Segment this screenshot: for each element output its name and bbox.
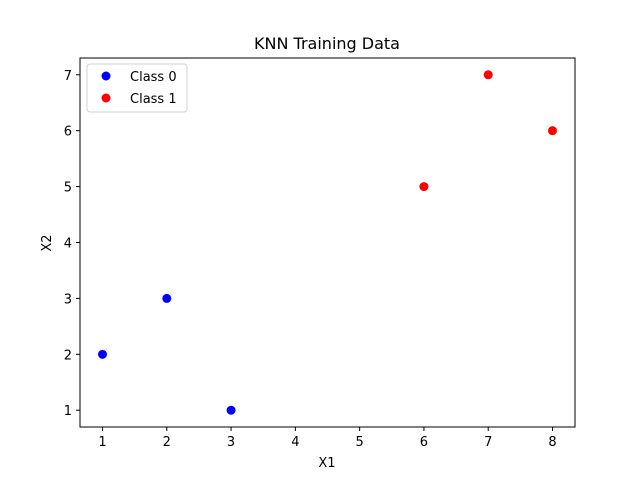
y-tick-label: 6 bbox=[64, 125, 72, 140]
legend-label: Class 1 bbox=[130, 92, 177, 107]
y-tick-label: 3 bbox=[64, 292, 72, 307]
legend-box bbox=[86, 63, 188, 113]
x-tick-label: 8 bbox=[548, 435, 556, 450]
y-tick-label: 1 bbox=[64, 404, 72, 419]
data-point bbox=[226, 405, 236, 415]
x-tick-label: 7 bbox=[484, 435, 492, 450]
y-tick-label: 7 bbox=[64, 69, 72, 84]
data-point bbox=[98, 349, 107, 359]
legend-label: Class 0 bbox=[130, 70, 177, 85]
data-point bbox=[162, 293, 172, 303]
data-point bbox=[419, 182, 429, 192]
x-tick-label: 6 bbox=[420, 435, 428, 450]
x-axis: 1 2 3 4 5 6 7 8 bbox=[98, 427, 557, 450]
legend-marker bbox=[101, 71, 111, 81]
data-point bbox=[548, 126, 557, 136]
x-tick-label: 2 bbox=[163, 435, 171, 450]
plot-area bbox=[98, 70, 557, 415]
chart-title: KNN Training Data bbox=[254, 34, 400, 53]
y-axis: 1 2 3 4 5 6 7 bbox=[64, 69, 80, 419]
legend-marker bbox=[101, 93, 111, 103]
x-tick-label: 1 bbox=[98, 435, 106, 450]
data-point bbox=[483, 70, 493, 80]
x-tick-label: 4 bbox=[291, 435, 299, 450]
y-axis-label: X2 bbox=[40, 234, 55, 251]
x-axis-label: X1 bbox=[318, 456, 335, 471]
y-tick-label: 4 bbox=[64, 237, 72, 252]
x-tick-label: 3 bbox=[227, 435, 235, 450]
y-tick-label: 5 bbox=[64, 181, 72, 196]
legend: Class 0 Class 1 bbox=[86, 63, 188, 113]
y-tick-label: 2 bbox=[64, 348, 72, 363]
x-tick-label: 5 bbox=[356, 435, 364, 450]
